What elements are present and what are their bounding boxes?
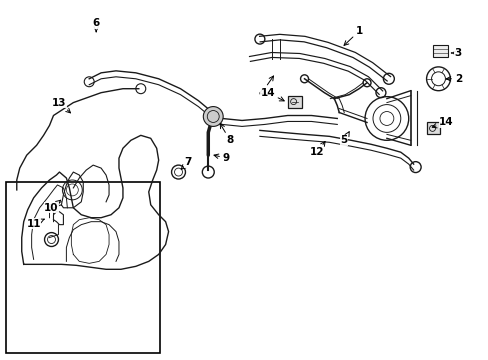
Circle shape (203, 107, 223, 126)
Text: 5: 5 (340, 132, 348, 145)
Text: 6: 6 (92, 18, 100, 32)
Text: 10: 10 (44, 200, 61, 213)
Bar (6, 182, 160, 353)
Text: 14: 14 (260, 88, 284, 101)
Text: 3: 3 (450, 48, 461, 58)
Text: 11: 11 (26, 219, 44, 229)
Text: 1: 1 (344, 26, 362, 45)
Text: 4: 4 (258, 76, 273, 98)
Bar (287, 96, 301, 108)
Bar (426, 122, 440, 134)
Text: 8: 8 (220, 124, 233, 145)
Bar (432, 45, 447, 57)
Text: 7: 7 (181, 157, 192, 169)
Text: 13: 13 (52, 98, 70, 113)
Text: 12: 12 (309, 141, 325, 157)
Text: 14: 14 (431, 117, 453, 128)
Text: 9: 9 (214, 153, 229, 163)
Text: 2: 2 (446, 74, 461, 84)
